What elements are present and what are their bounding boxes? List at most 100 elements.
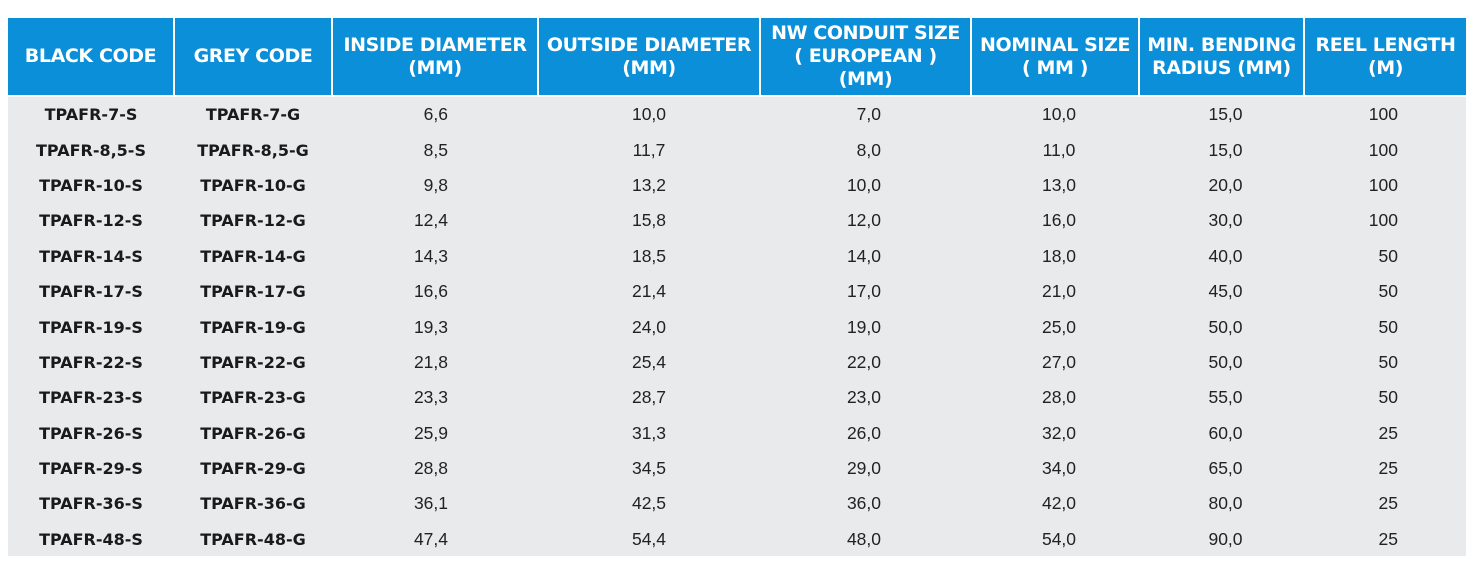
header-black-code: BLACK CODE [8,18,175,97]
cell-inside-diameter: 12,4 [413,210,448,231]
header-line: REEL LENGTH [1315,33,1456,56]
cell-reel-length: 25 [1378,528,1398,549]
cell-reel-length: 100 [1368,174,1398,195]
cell-min-bending-radius: 40,0 [1208,245,1243,266]
cell-inside-diameter: 6,6 [423,104,448,125]
cell-grey-code: TPAFR-14-G [200,246,306,266]
header-min-bending-radius: MIN. BENDING RADIUS (MM) [1139,18,1305,97]
cell-reel-length: 25 [1378,422,1398,443]
cell-nominal-size: 21,0 [1041,281,1077,302]
cell-outside-diameter: 15,8 [631,210,667,231]
cell-grey-code: TPAFR-26-G [200,423,306,443]
cell-outside-diameter: 10,0 [631,104,667,125]
cell-outside-diameter: 25,4 [631,351,667,372]
cell-outside-diameter: 28,7 [631,387,667,408]
cell-grey-code: TPAFR-22-G [200,352,306,372]
cell-nw-conduit-size: 23,0 [846,387,881,408]
cell-black-code: TPAFR-48-S [39,529,143,549]
table-row: TPAFR-23-S TPAFR-23-G 23,3 28,7 23,0 28,0 55,0… [8,380,1466,415]
table-row: TPAFR-7-S TPAFR-7-G 6,6 10,0 7,0 10,0 15,0 100 [8,96,1466,132]
cell-nw-conduit-size: 10,0 [846,174,881,195]
cell-inside-diameter: 23,3 [413,387,448,408]
header-line: INSIDE DIAMETER [343,33,527,56]
cell-grey-code: TPAFR-36-G [200,494,306,514]
cell-outside-diameter: 24,0 [631,316,667,337]
cell-nominal-size: 32,0 [1041,422,1077,443]
cell-outside-diameter: 31,3 [631,422,667,443]
cell-inside-diameter: 28,8 [413,458,448,479]
cell-nominal-size: 11,0 [1042,139,1076,160]
cell-inside-diameter: 8,5 [423,139,448,160]
cell-reel-length: 50 [1378,351,1398,372]
header-line: NW CONDUIT SIZE [771,22,960,44]
header-line: RADIUS (MM) [1152,56,1291,79]
cell-nominal-size: 28,0 [1041,387,1077,408]
header-line: OUTSIDE DIAMETER [546,33,752,56]
table-row: TPAFR-29-S TPAFR-29-G 28,8 34,5 29,0 34,0 65,0… [8,451,1466,486]
cell-inside-diameter: 36,1 [413,493,448,514]
cell-grey-code: TPAFR-10-G [200,175,306,195]
cell-reel-length: 100 [1368,139,1398,160]
cell-black-code: TPAFR-10-S [39,175,143,195]
header-line: MIN. BENDING [1147,33,1296,56]
cell-grey-code: TPAFR-48-G [200,529,306,549]
table-row: TPAFR-17-S TPAFR-17-G 16,6 21,4 17,0 21,0 45,0… [8,274,1466,309]
cell-reel-length: 25 [1378,458,1398,479]
cell-nominal-size: 10,0 [1041,104,1077,125]
cell-nominal-size: 13,0 [1041,174,1077,195]
cell-nominal-size: 25,0 [1041,316,1077,337]
table-body: TPAFR-7-S TPAFR-7-G 6,6 10,0 7,0 10,0 15,0 100 T… [8,96,1466,557]
cell-grey-code: TPAFR-23-G [200,388,306,408]
header-line: (MM) [622,56,676,79]
cell-inside-diameter: 19,3 [413,316,448,337]
table-row: TPAFR-19-S TPAFR-19-G 19,3 24,0 19,0 25,0 50,0… [8,309,1466,344]
cell-nw-conduit-size: 19,0 [846,316,881,337]
cell-black-code: TPAFR-19-S [39,317,143,337]
cell-outside-diameter: 18,5 [631,245,667,266]
cell-outside-diameter: 21,4 [631,281,667,302]
cell-reel-length: 100 [1368,210,1398,231]
cell-nominal-size: 16,0 [1041,210,1077,231]
table-row: TPAFR-36-S TPAFR-36-G 36,1 42,5 36,0 42,0 80,0… [8,486,1466,521]
table-row: TPAFR-12-S TPAFR-12-G 12,4 15,8 12,0 16,0 30,0… [8,203,1466,238]
cell-inside-diameter: 16,6 [413,281,448,302]
table-row: TPAFR-26-S TPAFR-26-G 25,9 31,3 26,0 32,0 60,0… [8,416,1466,451]
cell-nw-conduit-size: 12,0 [846,210,881,231]
cell-outside-diameter: 34,5 [631,458,667,479]
specs-table-container: BLACK CODE GREY CODE INSIDE DIAMETER (MM… [8,18,1466,556]
cell-nw-conduit-size: 22,0 [846,351,881,372]
table-header: BLACK CODE GREY CODE INSIDE DIAMETER (MM… [8,18,1466,97]
header-row: BLACK CODE GREY CODE INSIDE DIAMETER (MM… [8,18,1466,97]
cell-black-code: TPAFR-8,5-S [36,140,146,160]
cell-black-code: TPAFR-26-S [39,423,143,443]
cell-nw-conduit-size: 29,0 [846,458,881,479]
cell-reel-length: 50 [1378,281,1398,302]
cell-min-bending-radius: 20,0 [1208,174,1243,195]
cell-outside-diameter: 11,7 [632,139,666,160]
header-reel-length: REEL LENGTH (M) [1304,18,1466,97]
header-line: NOMINAL SIZE [979,33,1131,56]
cell-grey-code: TPAFR-17-G [200,282,306,302]
cell-min-bending-radius: 15,0 [1208,104,1243,125]
cell-grey-code: TPAFR-19-G [200,317,306,337]
cell-min-bending-radius: 50,0 [1208,316,1243,337]
cell-outside-diameter: 42,5 [631,493,667,514]
header-grey-code: GREY CODE [174,18,333,97]
cell-black-code: TPAFR-7-S [44,105,138,125]
cell-min-bending-radius: 55,0 [1208,387,1243,408]
header-line: (MM) [408,56,462,79]
cell-nw-conduit-size: 17,0 [846,281,881,302]
header-line: GREY CODE [193,45,313,67]
cell-nw-conduit-size: 36,0 [846,493,881,514]
cell-min-bending-radius: 90,0 [1208,528,1243,549]
cell-inside-diameter: 14,3 [413,245,448,266]
header-line: ( EUROPEAN ) (MM) [794,45,937,90]
table-row: TPAFR-8,5-S TPAFR-8,5-G 8,5 11,7 8,0 11,0 15,0… [8,132,1466,167]
header-line: (M) [1367,56,1404,79]
cell-inside-diameter: 25,9 [413,422,448,443]
header-nw-conduit-size: NW CONDUIT SIZE ( EUROPEAN ) (MM) [760,18,972,97]
cell-nominal-size: 42,0 [1041,493,1077,514]
cell-nominal-size: 54,0 [1041,528,1077,549]
cell-inside-diameter: 9,8 [423,174,448,195]
cell-grey-code: TPAFR-29-G [200,459,306,479]
